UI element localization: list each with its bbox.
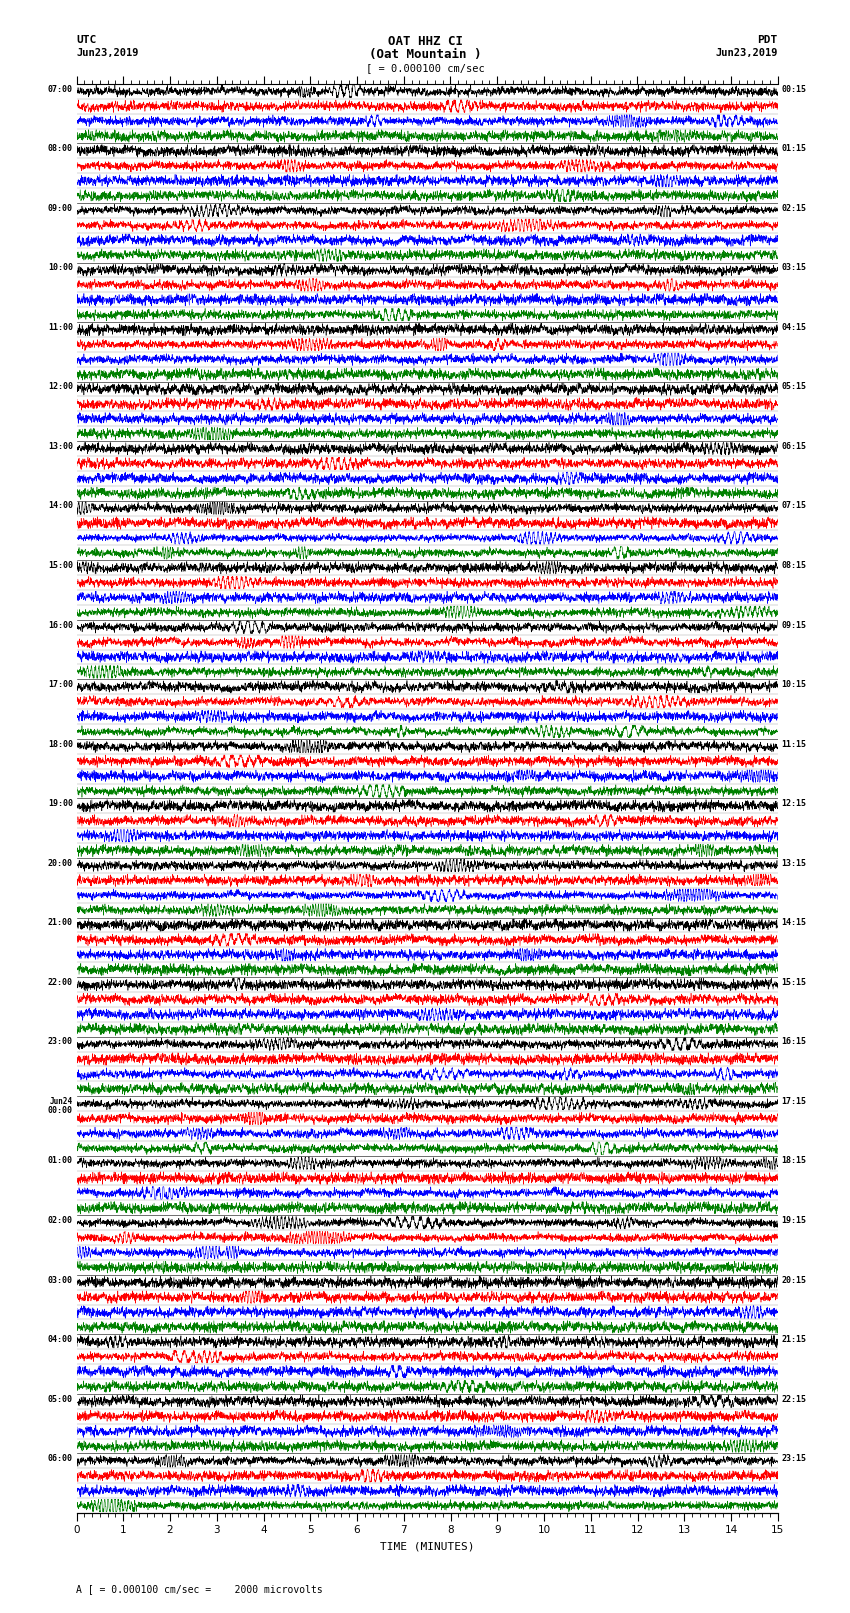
- Text: 19:00: 19:00: [48, 798, 73, 808]
- Text: 13:00: 13:00: [48, 442, 73, 452]
- Text: 14:00: 14:00: [48, 502, 73, 510]
- Text: 05:00: 05:00: [48, 1395, 73, 1403]
- Text: 11:15: 11:15: [781, 740, 807, 748]
- Text: 14:15: 14:15: [781, 918, 807, 927]
- Text: 23:15: 23:15: [781, 1455, 807, 1463]
- Text: 17:00: 17:00: [48, 681, 73, 689]
- Text: 04:15: 04:15: [781, 323, 807, 332]
- Text: 19:15: 19:15: [781, 1216, 807, 1224]
- Text: Jun23,2019: Jun23,2019: [715, 48, 778, 58]
- X-axis label: TIME (MINUTES): TIME (MINUTES): [380, 1540, 474, 1552]
- Text: 04:00: 04:00: [48, 1336, 73, 1344]
- Text: 18:15: 18:15: [781, 1157, 807, 1166]
- Text: 05:15: 05:15: [781, 382, 807, 392]
- Text: 07:15: 07:15: [781, 502, 807, 510]
- Text: PDT: PDT: [757, 35, 778, 45]
- Text: 00:15: 00:15: [781, 84, 807, 94]
- Text: Jun24: Jun24: [50, 1097, 73, 1107]
- Text: 11:00: 11:00: [48, 323, 73, 332]
- Text: 21:15: 21:15: [781, 1336, 807, 1344]
- Text: 10:15: 10:15: [781, 681, 807, 689]
- Text: 10:00: 10:00: [48, 263, 73, 273]
- Text: 16:15: 16:15: [781, 1037, 807, 1047]
- Text: 09:15: 09:15: [781, 621, 807, 629]
- Text: 13:15: 13:15: [781, 858, 807, 868]
- Text: 03:15: 03:15: [781, 263, 807, 273]
- Text: 03:00: 03:00: [48, 1276, 73, 1284]
- Text: 08:00: 08:00: [48, 144, 73, 153]
- Text: 12:00: 12:00: [48, 382, 73, 392]
- Text: 01:15: 01:15: [781, 144, 807, 153]
- Text: 22:15: 22:15: [781, 1395, 807, 1403]
- Text: (Oat Mountain ): (Oat Mountain ): [369, 48, 481, 61]
- Text: 12:15: 12:15: [781, 798, 807, 808]
- Text: 16:00: 16:00: [48, 621, 73, 629]
- Text: UTC: UTC: [76, 35, 97, 45]
- Text: 20:15: 20:15: [781, 1276, 807, 1284]
- Text: 20:00: 20:00: [48, 858, 73, 868]
- Text: 08:15: 08:15: [781, 561, 807, 569]
- Text: 23:00: 23:00: [48, 1037, 73, 1047]
- Text: 00:00: 00:00: [48, 1107, 73, 1115]
- Text: 02:15: 02:15: [781, 203, 807, 213]
- Text: 15:15: 15:15: [781, 977, 807, 987]
- Text: 09:00: 09:00: [48, 203, 73, 213]
- Text: 15:00: 15:00: [48, 561, 73, 569]
- Text: 17:15: 17:15: [781, 1097, 807, 1107]
- Text: 22:00: 22:00: [48, 977, 73, 987]
- Text: 21:00: 21:00: [48, 918, 73, 927]
- Text: A [ = 0.000100 cm/sec =    2000 microvolts: A [ = 0.000100 cm/sec = 2000 microvolts: [76, 1584, 323, 1594]
- Text: 06:15: 06:15: [781, 442, 807, 452]
- Text: 06:00: 06:00: [48, 1455, 73, 1463]
- Text: 07:00: 07:00: [48, 84, 73, 94]
- Text: 01:00: 01:00: [48, 1157, 73, 1166]
- Text: OAT HHZ CI: OAT HHZ CI: [388, 35, 462, 48]
- Text: 18:00: 18:00: [48, 740, 73, 748]
- Text: Jun23,2019: Jun23,2019: [76, 48, 139, 58]
- Text: [ = 0.000100 cm/sec: [ = 0.000100 cm/sec: [366, 63, 484, 73]
- Text: 02:00: 02:00: [48, 1216, 73, 1224]
